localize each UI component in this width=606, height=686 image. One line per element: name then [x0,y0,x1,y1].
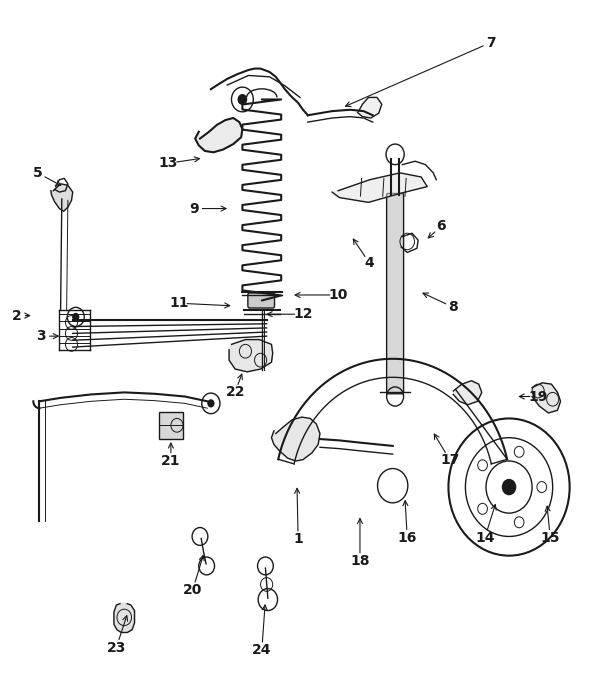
Text: 16: 16 [398,531,417,545]
Text: 24: 24 [252,643,271,657]
Polygon shape [453,381,482,405]
Polygon shape [358,97,382,118]
Circle shape [478,504,487,514]
Text: 18: 18 [350,554,370,568]
Circle shape [72,313,79,321]
Text: 3: 3 [36,329,46,343]
FancyBboxPatch shape [248,293,275,308]
Circle shape [502,479,516,495]
Circle shape [478,460,487,471]
Text: 17: 17 [440,453,459,466]
Text: 6: 6 [436,220,446,233]
Text: 21: 21 [161,454,181,468]
Polygon shape [532,383,561,413]
Polygon shape [195,118,242,152]
Text: 14: 14 [475,531,494,545]
Text: 20: 20 [183,583,202,597]
Polygon shape [271,417,320,461]
Text: 8: 8 [448,300,458,314]
Text: 15: 15 [541,531,560,545]
Text: 13: 13 [159,156,178,170]
FancyBboxPatch shape [387,193,404,394]
Text: 22: 22 [225,386,245,399]
Text: 7: 7 [486,36,496,49]
Text: 4: 4 [365,257,375,270]
Polygon shape [51,184,73,211]
FancyBboxPatch shape [159,412,183,439]
Text: 2: 2 [12,309,22,322]
Circle shape [514,517,524,528]
Text: 23: 23 [107,641,126,654]
Text: 11: 11 [169,296,188,310]
Polygon shape [229,340,273,372]
Circle shape [238,94,247,105]
Text: 5: 5 [33,166,42,180]
Circle shape [514,447,524,458]
Text: 9: 9 [189,202,199,215]
Text: 1: 1 [293,532,303,546]
Polygon shape [332,173,427,202]
Text: 19: 19 [528,390,548,403]
Polygon shape [114,604,135,632]
Text: 12: 12 [293,307,313,321]
Text: 10: 10 [328,288,348,302]
Circle shape [537,482,547,493]
Circle shape [207,399,215,407]
